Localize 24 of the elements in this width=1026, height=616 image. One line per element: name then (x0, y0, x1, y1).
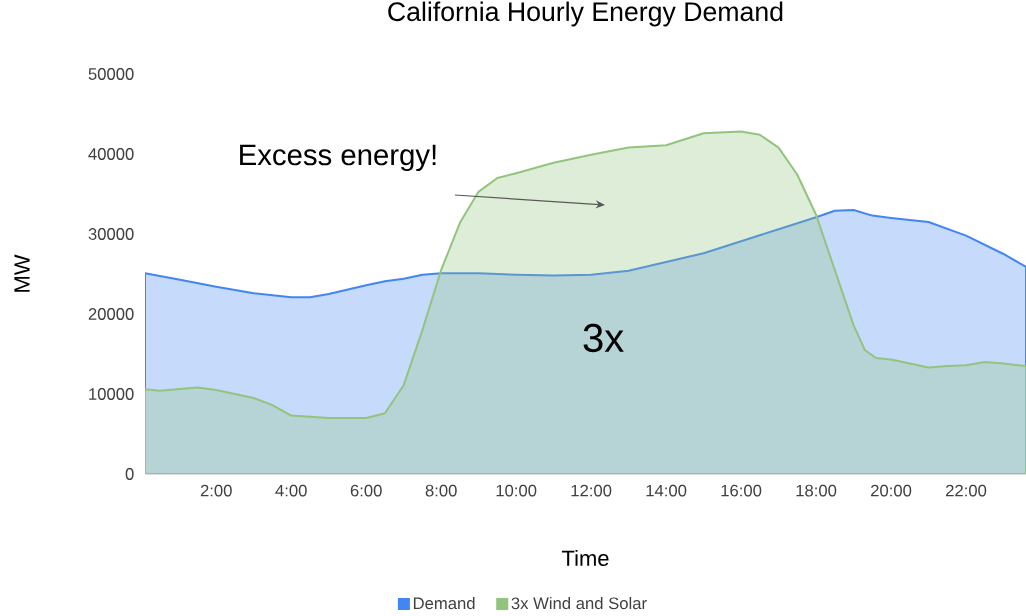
chart-title: California Hourly Energy Demand (388, 1, 783, 27)
x-tick-label: 12:00 (571, 484, 612, 497)
x-tick-label: 16:00 (721, 484, 762, 497)
x-tick-label: 20:00 (871, 484, 912, 497)
x-tick-label: 4:00 (275, 484, 307, 497)
y-tick-label: 10000 (89, 388, 134, 400)
x-tick-label: 2:00 (200, 484, 232, 497)
y-axis-title: MW (14, 254, 30, 292)
legend-label: Demand (413, 596, 475, 610)
x-axis-title: Time (561, 549, 609, 567)
x-tick-label: 8:00 (425, 484, 457, 497)
annotation: Excess energy! (240, 144, 436, 172)
x-tick-label: 6:00 (350, 484, 382, 497)
x-tick-label: 14:00 (646, 484, 687, 497)
y-tick-label: 30000 (88, 228, 134, 240)
x-tick-label: 22:00 (946, 484, 987, 497)
y-tick-label: 0 (125, 468, 134, 480)
y-tick-label: 50000 (88, 68, 134, 80)
y-tick-label: 40000 (88, 148, 134, 160)
x-tick-label: 18:00 (796, 484, 837, 497)
x-tick-label: 10:00 (496, 484, 537, 497)
y-tick-label: 20000 (88, 308, 134, 320)
legend-label: 3x Wind and Solar (511, 596, 647, 610)
annotation: 3x (583, 323, 624, 353)
